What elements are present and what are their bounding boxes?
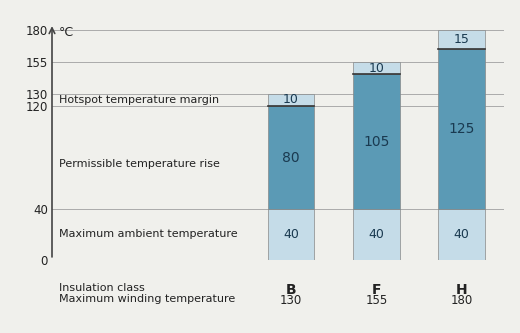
Bar bbox=[353, 208, 400, 260]
Text: °C: °C bbox=[59, 26, 74, 39]
Text: F: F bbox=[372, 283, 381, 297]
Text: Maximum winding temperature: Maximum winding temperature bbox=[59, 294, 235, 304]
Text: H: H bbox=[456, 283, 467, 297]
Text: Hotspot temperature margin: Hotspot temperature margin bbox=[59, 95, 219, 105]
Text: Maximum ambient temperature: Maximum ambient temperature bbox=[59, 229, 238, 239]
Text: Insulation class: Insulation class bbox=[59, 283, 145, 293]
Text: 10: 10 bbox=[283, 94, 299, 107]
Bar bbox=[438, 30, 485, 49]
Bar bbox=[438, 208, 485, 260]
Text: 105: 105 bbox=[363, 135, 389, 149]
Bar bbox=[353, 75, 400, 208]
Text: 40: 40 bbox=[454, 228, 470, 241]
Text: Permissible temperature rise: Permissible temperature rise bbox=[59, 159, 220, 169]
Text: 130: 130 bbox=[280, 294, 302, 307]
Text: 15: 15 bbox=[454, 33, 470, 46]
Text: 40: 40 bbox=[283, 228, 299, 241]
Text: 125: 125 bbox=[449, 122, 475, 136]
Text: 10: 10 bbox=[369, 62, 384, 75]
Bar bbox=[438, 49, 485, 208]
Bar bbox=[267, 94, 315, 106]
Bar bbox=[267, 208, 315, 260]
Text: 40: 40 bbox=[369, 228, 384, 241]
Bar bbox=[353, 62, 400, 75]
Text: 80: 80 bbox=[282, 151, 300, 165]
Text: B: B bbox=[285, 283, 296, 297]
Text: 180: 180 bbox=[451, 294, 473, 307]
Text: 155: 155 bbox=[365, 294, 387, 307]
Bar bbox=[267, 106, 315, 208]
